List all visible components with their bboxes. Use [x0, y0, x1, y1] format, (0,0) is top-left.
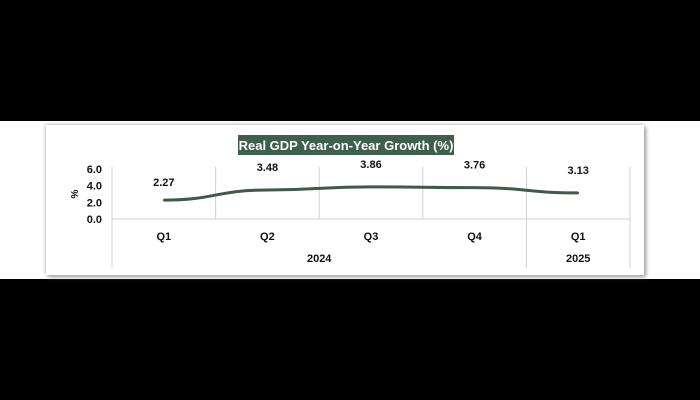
x-tick-label: Q1 [571, 231, 586, 243]
title-background [238, 135, 454, 155]
data-label: 3.13 [567, 165, 588, 177]
y-tick-label: 6.0 [87, 164, 102, 176]
y-tick-label: 0.0 [87, 214, 102, 226]
x-group-label: 2025 [566, 253, 590, 265]
data-label: 3.86 [360, 159, 381, 171]
x-tick-label: Q2 [260, 231, 275, 243]
x-tick-label: Q1 [156, 231, 171, 243]
data-label: 3.48 [257, 162, 278, 174]
data-point [162, 199, 165, 202]
x-group-label: 2024 [307, 253, 332, 265]
x-tick-label: Q3 [364, 231, 379, 243]
series-line [163, 185, 579, 202]
y-tick-label: 4.0 [87, 181, 102, 193]
y-axis-label: % [70, 189, 81, 198]
y-tick-label: 2.0 [87, 197, 102, 209]
data-point [266, 189, 269, 191]
x-tick-label: Q4 [467, 231, 483, 243]
data-point [370, 185, 372, 188]
data-label: 2.27 [153, 177, 174, 189]
data-point [577, 191, 580, 194]
chart-title: Real GDP Year-on-Year Growth (%) [239, 138, 454, 153]
data-point [473, 186, 476, 189]
data-label: 3.76 [464, 160, 485, 172]
